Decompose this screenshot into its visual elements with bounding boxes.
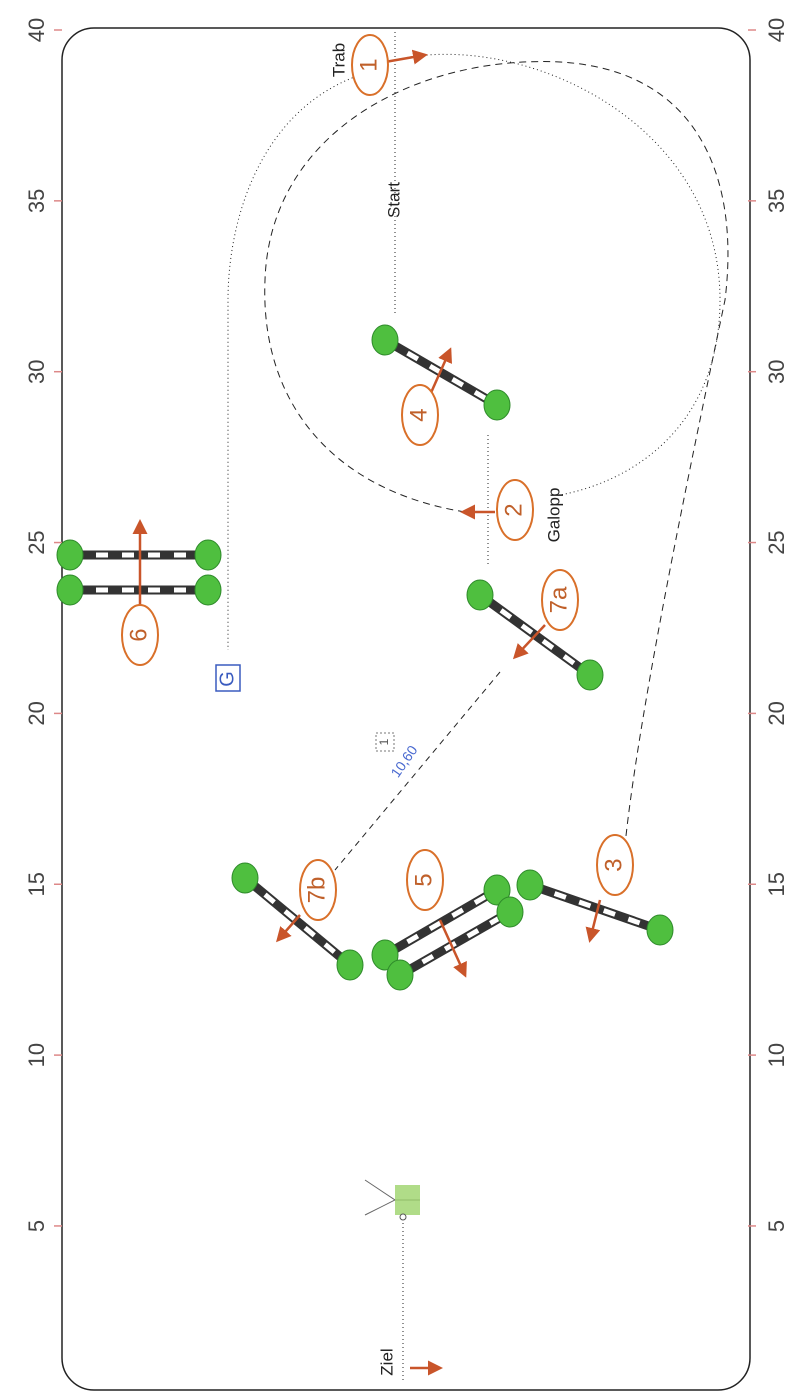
note-box bbox=[375, 732, 395, 752]
jump-bush bbox=[646, 914, 674, 946]
jump-pole-stripe bbox=[398, 909, 512, 978]
jump-number: 6 bbox=[125, 628, 152, 641]
jump-number: 5 bbox=[410, 873, 437, 886]
jump-number: 4 bbox=[405, 408, 432, 421]
jump-bush bbox=[466, 579, 494, 611]
jump-number: 1 bbox=[355, 58, 382, 71]
scale-label: 30 bbox=[24, 359, 49, 383]
jump-number-oval bbox=[351, 34, 389, 96]
scale-label: 25 bbox=[764, 530, 789, 554]
jump-pole-stripe bbox=[243, 876, 352, 967]
jump-pole-stripe bbox=[478, 592, 592, 678]
scale-label: 20 bbox=[24, 701, 49, 725]
scale-label: 5 bbox=[764, 1220, 789, 1232]
jump-bush bbox=[483, 389, 511, 421]
g-box bbox=[215, 664, 241, 692]
scale-label: 40 bbox=[764, 18, 789, 42]
jump-bush bbox=[496, 896, 524, 928]
jump-bush bbox=[231, 862, 259, 894]
scale-label: 30 bbox=[764, 359, 789, 383]
distance-label: 10,60 bbox=[387, 742, 420, 780]
course-path bbox=[227, 32, 729, 1382]
jump-bush bbox=[371, 324, 399, 356]
jump-number-oval bbox=[541, 569, 579, 631]
jump-number: 7b bbox=[303, 877, 330, 904]
scale-label: 35 bbox=[764, 189, 789, 213]
scale-label: 15 bbox=[764, 872, 789, 896]
scale-label: 40 bbox=[24, 18, 49, 42]
jump-bush bbox=[516, 869, 544, 901]
jump-bush bbox=[194, 539, 222, 571]
jump-number-oval bbox=[121, 604, 159, 666]
note-label: 1 bbox=[377, 738, 391, 745]
jump-pole-stripe bbox=[383, 337, 499, 408]
jump-number-oval bbox=[596, 834, 634, 896]
scale-label: 15 bbox=[24, 872, 49, 896]
direction-arrows bbox=[132, 49, 602, 1376]
jump-pole-stripe bbox=[383, 887, 499, 958]
jump-number-oval bbox=[401, 384, 439, 446]
scale-label: 35 bbox=[24, 189, 49, 213]
scale-label: 10 bbox=[764, 1043, 789, 1067]
jump-bush bbox=[371, 939, 399, 971]
jump-bush bbox=[56, 574, 84, 606]
scale-label: 5 bbox=[24, 1220, 49, 1232]
finish-flags bbox=[364, 1179, 420, 1221]
jump-pole-stripe bbox=[529, 882, 661, 933]
galopp-label: Galopp bbox=[544, 488, 563, 543]
jump-bush bbox=[483, 874, 511, 906]
jump-bush bbox=[194, 574, 222, 606]
scale-label: 25 bbox=[24, 530, 49, 554]
scale-label: 10 bbox=[24, 1043, 49, 1067]
trab-label: Trab bbox=[329, 43, 348, 77]
arena bbox=[61, 27, 751, 1391]
jump-number: 7a bbox=[545, 586, 572, 613]
jump-bush bbox=[576, 659, 604, 691]
jump-number-oval bbox=[496, 479, 534, 541]
jump-number: 3 bbox=[600, 858, 627, 871]
start-label: Start bbox=[384, 182, 403, 218]
jump-bush bbox=[336, 949, 364, 981]
jump-bush bbox=[56, 539, 84, 571]
jump-number-oval bbox=[406, 849, 444, 911]
scale-label: 20 bbox=[764, 701, 789, 725]
jump-number-oval bbox=[299, 859, 337, 921]
jump-number: 2 bbox=[500, 503, 527, 516]
g-label: G bbox=[216, 671, 238, 687]
ziel-label: Ziel bbox=[377, 1348, 396, 1375]
jump-bush bbox=[386, 959, 414, 991]
